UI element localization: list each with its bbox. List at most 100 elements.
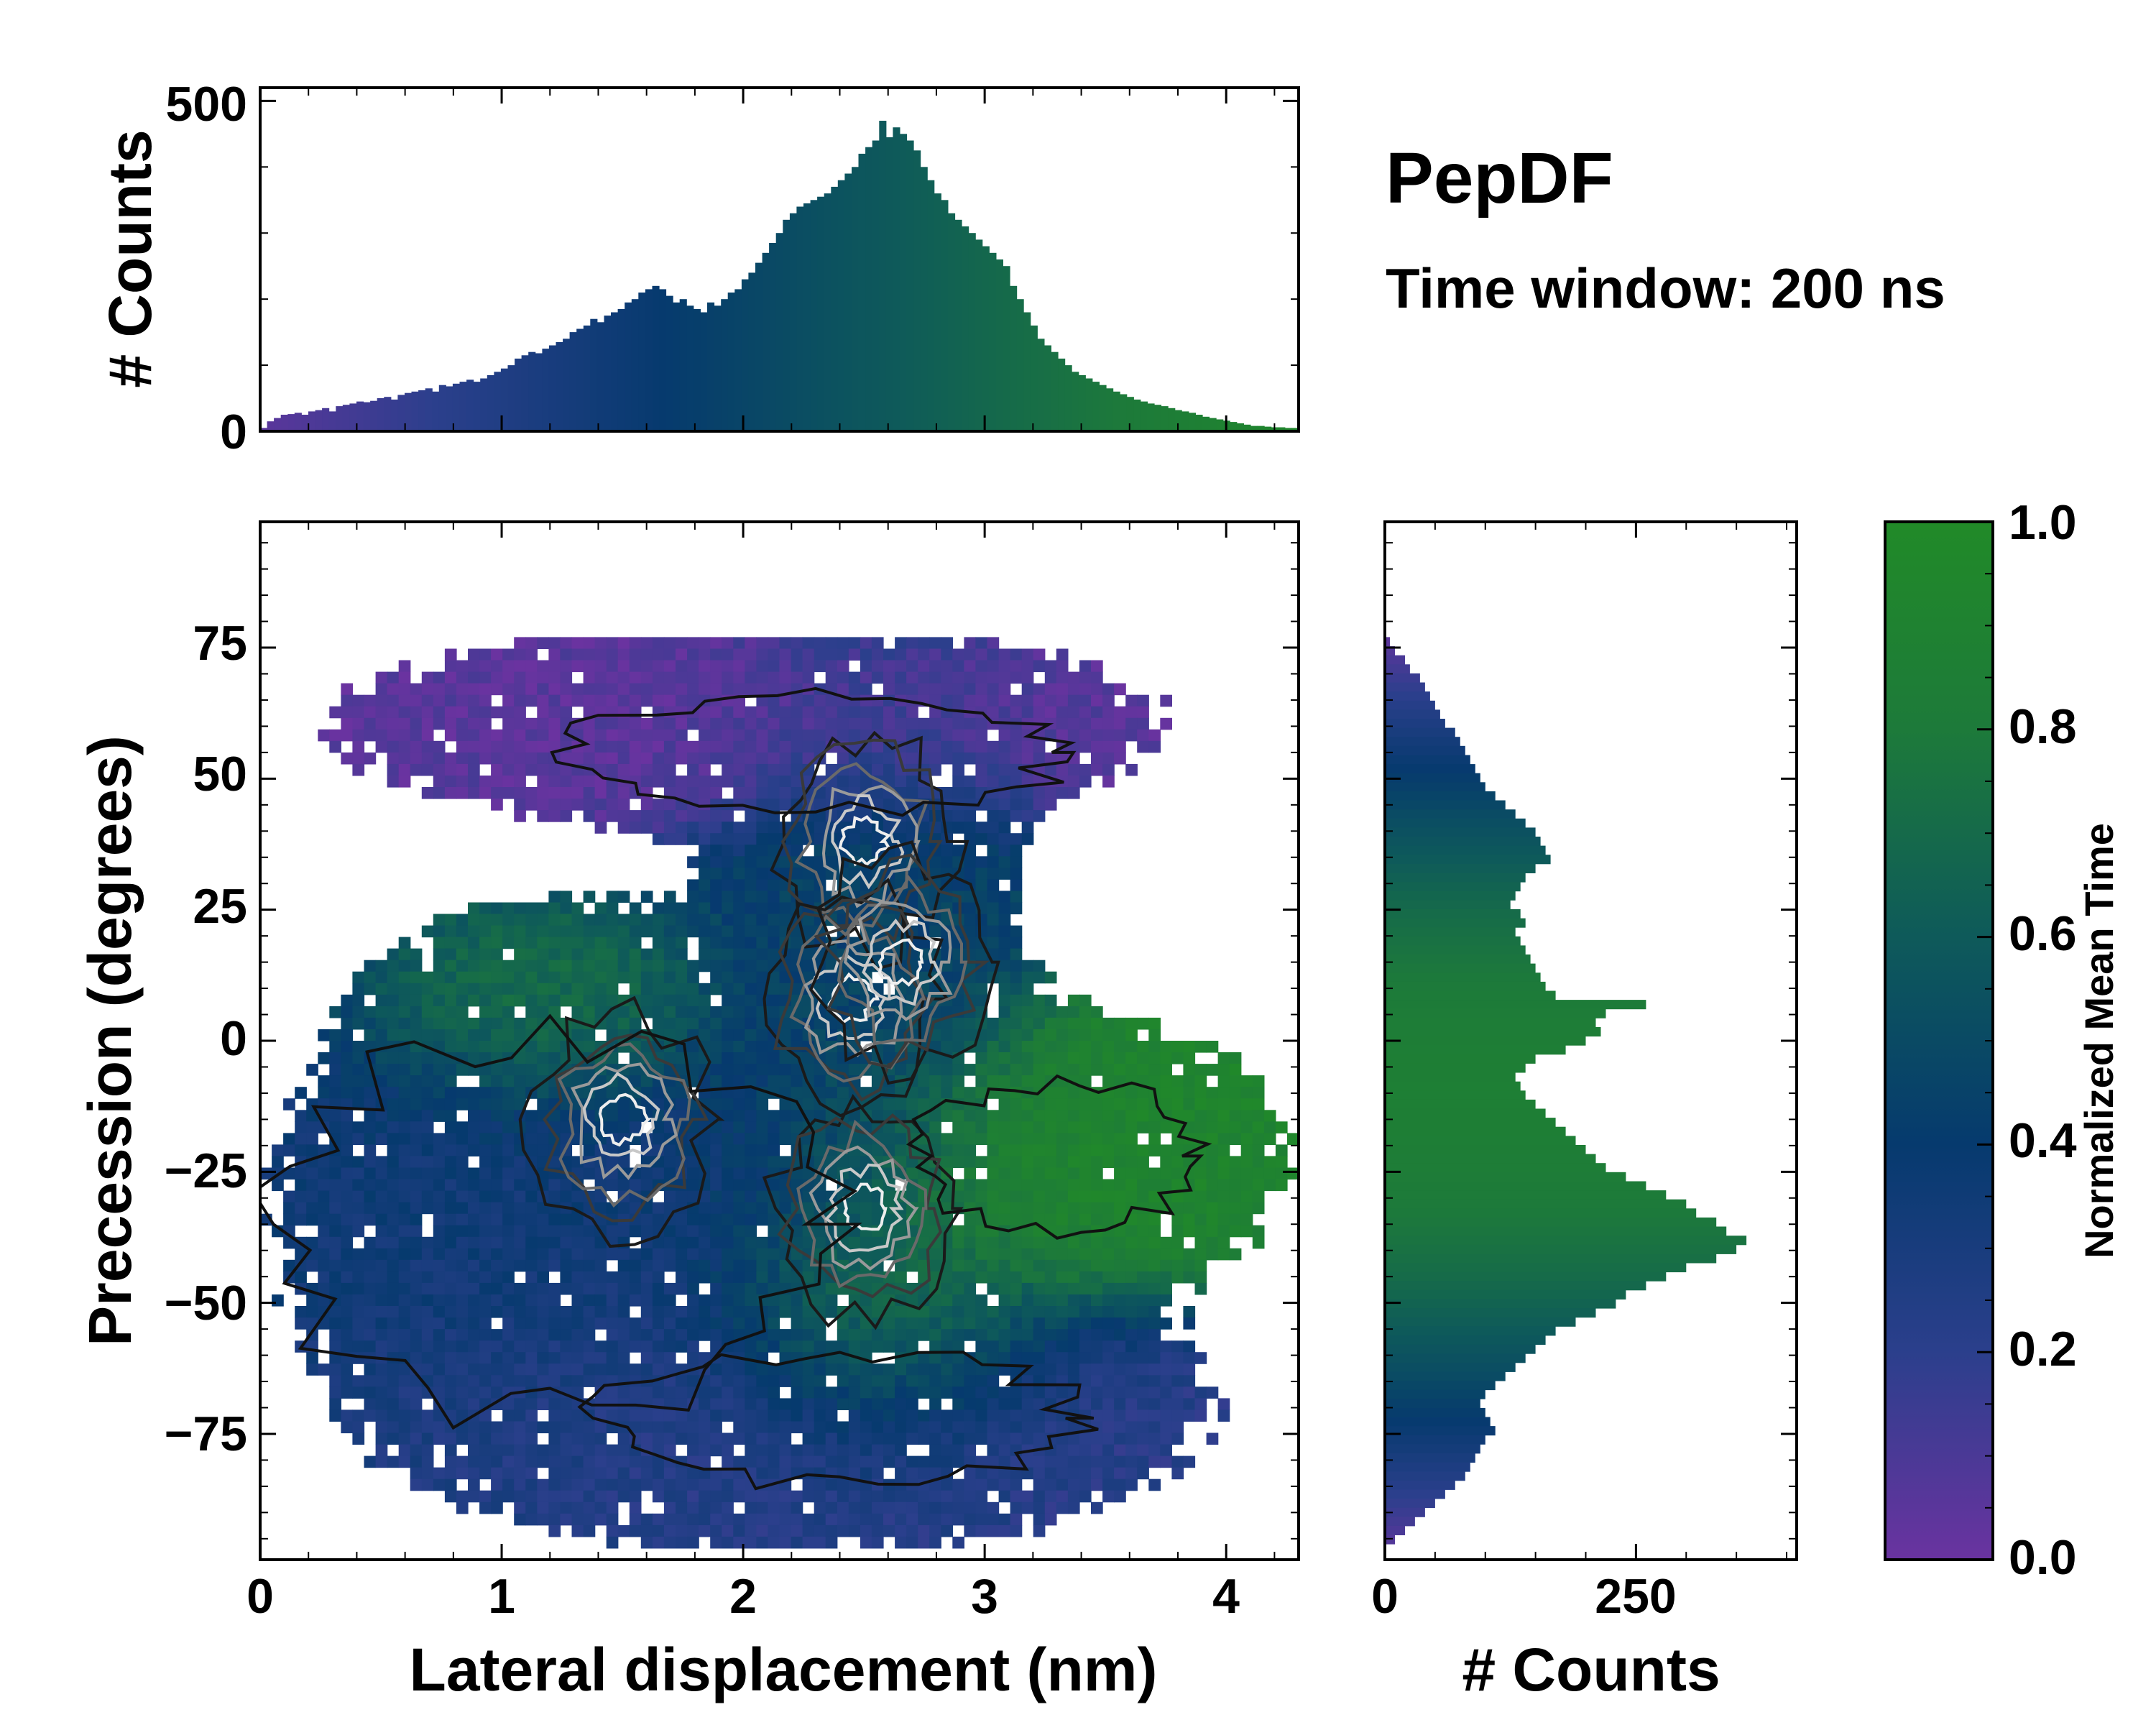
heatmap-cell	[629, 1248, 642, 1261]
heatmap-cell	[998, 1075, 1011, 1087]
heatmap-cell	[676, 683, 688, 696]
heatmap-cell	[1194, 1225, 1207, 1238]
heatmap-cell	[687, 1421, 699, 1434]
heatmap-cell	[583, 1259, 596, 1272]
heatmap-cell	[987, 1167, 1000, 1180]
heatmap-cell	[583, 1225, 596, 1238]
heatmap-cell	[1148, 1421, 1161, 1434]
heatmap-cell	[987, 1432, 1000, 1445]
heatmap-cell	[687, 1340, 699, 1353]
heatmap-cell	[1033, 1421, 1046, 1434]
heatmap-cell	[722, 740, 734, 753]
heatmap-cell	[583, 1248, 596, 1261]
heatmap-cell	[479, 1444, 492, 1457]
heatmap-cell	[1125, 1467, 1138, 1480]
heatmap-cell	[491, 983, 503, 995]
heatmap-cell	[964, 1110, 977, 1122]
heatmap-cell	[548, 717, 561, 730]
heatmap-cell	[375, 1190, 388, 1203]
heatmap-cell	[952, 660, 964, 673]
heatmap-cell	[1137, 1017, 1149, 1030]
heatmap-cell	[318, 1179, 330, 1192]
top-histogram-bar	[590, 318, 598, 431]
heatmap-cell	[583, 1478, 596, 1491]
heatmap-cell	[710, 1098, 722, 1110]
heatmap-cell	[571, 776, 584, 788]
heatmap-cell	[421, 763, 434, 776]
heatmap-cell	[722, 1075, 734, 1087]
heatmap-cell	[1056, 1259, 1069, 1272]
heatmap-cell	[1125, 1029, 1138, 1041]
heatmap-cell	[1137, 1306, 1149, 1318]
heatmap-cell	[352, 1386, 365, 1399]
heatmap-cell	[341, 1167, 354, 1180]
heatmap-cell	[341, 1282, 354, 1295]
heatmap-cell	[537, 902, 549, 915]
heatmap-cell	[814, 740, 826, 753]
heatmap-cell	[1252, 1121, 1265, 1133]
heatmap-cell	[1206, 1432, 1219, 1445]
heatmap-cell	[1229, 1248, 1242, 1261]
heatmap-cell	[745, 1317, 757, 1330]
heatmap-cell	[745, 833, 757, 845]
heatmap-cell	[699, 856, 711, 868]
heatmap-cell	[491, 1340, 503, 1353]
heatmap-cell	[663, 1467, 676, 1480]
heatmap-cell	[583, 1006, 596, 1018]
heatmap-cell	[594, 740, 607, 753]
heatmap-cell	[1114, 1017, 1126, 1030]
heatmap-cell	[883, 1317, 895, 1330]
heatmap-cell	[756, 1444, 769, 1457]
heatmap-cell	[514, 776, 526, 788]
heatmap-cell	[825, 1306, 838, 1318]
heatmap-cell	[1056, 1248, 1069, 1261]
heatmap-cell	[860, 637, 872, 649]
heatmap-cell	[652, 1294, 665, 1307]
heatmap-cell	[433, 706, 446, 719]
heatmap-cell	[975, 1306, 988, 1318]
heatmap-cell	[1194, 1179, 1207, 1192]
heatmap-cell	[640, 752, 653, 765]
heatmap-cell	[895, 1029, 907, 1041]
top-histogram-bar	[1092, 382, 1100, 431]
heatmap-cell	[491, 1444, 503, 1457]
heatmap-cell	[468, 1225, 480, 1238]
heatmap-cell	[479, 1098, 492, 1110]
heatmap-cell	[825, 1398, 838, 1410]
heatmap-cell	[710, 1363, 722, 1376]
heatmap-cell	[375, 1317, 388, 1330]
heatmap-cell	[1217, 1156, 1230, 1168]
heatmap-cell	[537, 1064, 549, 1076]
heatmap-cell	[629, 1225, 642, 1238]
heatmap-cell	[398, 1340, 411, 1353]
heatmap-cell	[768, 1432, 780, 1445]
top-histogram-bar	[941, 200, 949, 431]
heatmap-cell	[710, 925, 722, 938]
heatmap-cell	[699, 1133, 711, 1145]
heatmap-cell	[398, 1386, 411, 1399]
heatmap-cell	[756, 1455, 769, 1468]
heatmap-cell	[433, 752, 446, 765]
heatmap-cell	[779, 694, 792, 707]
heatmap-cell	[814, 1467, 826, 1480]
heatmap-cell	[975, 833, 988, 845]
heatmap-cell	[929, 694, 941, 707]
heatmap-cell	[998, 1340, 1011, 1353]
heatmap-cell	[617, 740, 630, 753]
heatmap-cell	[918, 1064, 930, 1076]
heatmap-cell	[548, 1432, 561, 1445]
heatmap-cell	[525, 1213, 538, 1226]
heatmap-cell	[710, 822, 722, 834]
heatmap-cell	[987, 706, 1000, 719]
heatmap-cell	[1021, 1006, 1034, 1018]
heatmap-cell	[871, 1110, 884, 1122]
heatmap-cell	[676, 1225, 688, 1238]
heatmap-cell	[722, 1271, 734, 1284]
heatmap-cell	[699, 1329, 711, 1341]
heatmap-cell	[375, 1363, 388, 1376]
heatmap-cell	[710, 1213, 722, 1226]
heatmap-cell	[594, 1352, 607, 1364]
heatmap-cell	[1171, 1236, 1184, 1249]
heatmap-cell	[941, 717, 953, 730]
heatmap-cell	[1114, 1294, 1126, 1307]
